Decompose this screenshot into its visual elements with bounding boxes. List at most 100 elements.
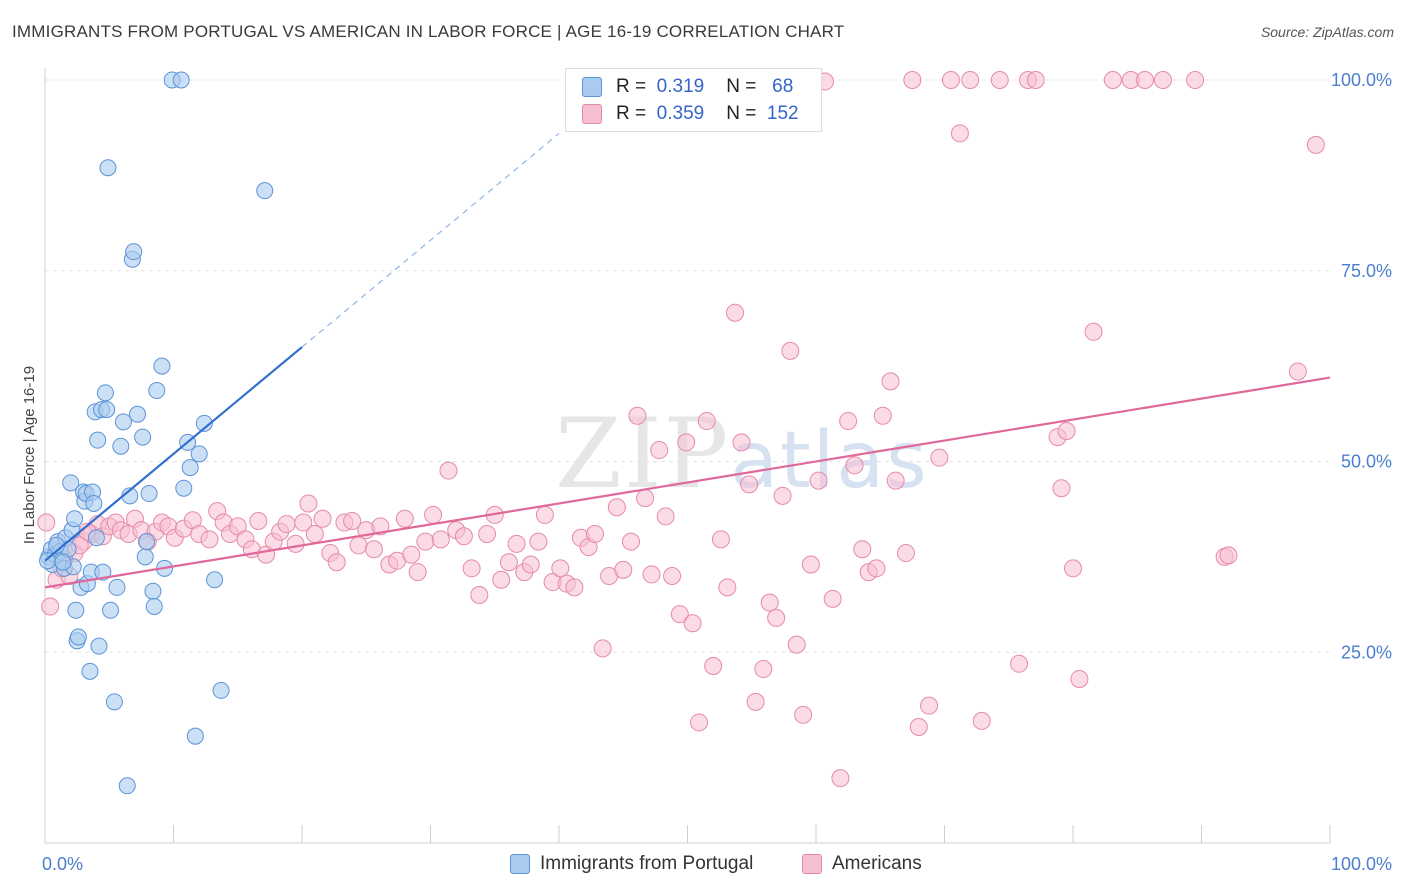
- americans-point: [781, 341, 800, 360]
- trend-lines: [44, 132, 1331, 589]
- portugal-point: [140, 485, 158, 503]
- americans-point: [628, 406, 647, 425]
- americans-point: [896, 544, 915, 563]
- americans-point: [873, 406, 892, 425]
- portugal-point: [118, 777, 136, 795]
- americans-point: [704, 656, 723, 675]
- americans-point: [593, 639, 612, 658]
- legend-americans-n-value: 152: [766, 103, 799, 124]
- americans-point: [711, 530, 730, 549]
- americans-point: [697, 412, 716, 431]
- grid-lines: [45, 79, 1330, 653]
- portugal-point: [90, 637, 108, 655]
- americans-point: [607, 498, 626, 517]
- americans-point: [364, 540, 383, 559]
- legend-portugal-r-value: 0.319: [656, 76, 705, 97]
- americans-point: [462, 559, 481, 578]
- americans-point: [585, 524, 604, 543]
- americans-point: [809, 471, 828, 490]
- portugal-point: [81, 662, 99, 680]
- americans-point: [1186, 71, 1205, 89]
- portugal-point: [206, 571, 224, 589]
- legend-row-portugal: R = 0.319 N = 68: [582, 75, 793, 99]
- portugal-trend-line: [44, 346, 303, 562]
- americans-point: [683, 614, 702, 633]
- americans-point: [754, 660, 773, 679]
- correlation-legend: R = 0.319 N = 68 R = 0.359 N = 152: [565, 68, 822, 132]
- americans-point: [650, 441, 669, 460]
- americans-point: [371, 517, 390, 536]
- americans-point: [1135, 71, 1154, 89]
- portugal-point: [112, 437, 130, 455]
- americans-point: [845, 456, 864, 475]
- bottom-legend-portugal: Immigrants from Portugal: [510, 853, 753, 875]
- americans-point: [343, 512, 362, 531]
- americans-point: [286, 534, 305, 553]
- portugal-point: [67, 601, 85, 619]
- portugal-point: [105, 693, 123, 711]
- americans-point: [823, 589, 842, 608]
- portugal-point: [62, 474, 80, 492]
- portugal-point: [144, 582, 162, 600]
- americans-point: [1103, 71, 1122, 89]
- americans-point: [408, 563, 427, 582]
- source-label: Source: ZipAtlas.com: [1260, 24, 1394, 40]
- americans-point: [470, 586, 489, 605]
- americans-point: [881, 372, 900, 391]
- americans-point: [961, 71, 980, 89]
- portugal-point: [98, 401, 116, 419]
- americans-points: [37, 71, 1325, 788]
- americans-point: [1064, 559, 1082, 578]
- americans-point: [760, 593, 779, 612]
- portugal-point: [54, 553, 72, 571]
- americans-point: [507, 534, 526, 553]
- americans-point: [402, 545, 421, 564]
- americans-point: [439, 461, 458, 480]
- americans-point: [313, 509, 332, 528]
- americans-point: [37, 513, 56, 532]
- americans-point: [1057, 421, 1076, 440]
- americans-point: [529, 532, 548, 551]
- portugal-point: [190, 445, 208, 463]
- chart-title: IMMIGRANTS FROM PORTUGAL VS AMERICAN IN …: [12, 22, 845, 41]
- portugal-point: [129, 405, 147, 423]
- americans-point: [990, 71, 1009, 89]
- americans-swatch-icon: [582, 104, 602, 124]
- portugal-point: [87, 529, 105, 547]
- americans-point: [299, 494, 318, 513]
- portugal-point: [256, 182, 274, 200]
- portugal-point: [99, 159, 117, 177]
- americans-point: [1219, 546, 1238, 565]
- portugal-point: [94, 563, 112, 581]
- americans-point: [535, 505, 554, 524]
- americans-point: [41, 597, 60, 616]
- americans-point: [424, 505, 443, 524]
- americans-point: [950, 124, 969, 143]
- americans-point: [565, 578, 584, 597]
- americans-point: [416, 532, 435, 551]
- legend-row-americans: R = 0.359 N = 152: [582, 102, 799, 126]
- americans-point: [677, 433, 696, 452]
- americans-point: [1010, 654, 1029, 673]
- portugal-swatch-icon: [582, 77, 602, 97]
- americans-point: [492, 570, 511, 589]
- americans-point: [726, 303, 745, 322]
- americans-point: [431, 530, 450, 549]
- americans-point: [886, 471, 905, 490]
- americans-point: [787, 635, 806, 654]
- americans-point: [454, 527, 473, 546]
- portugal-point: [148, 382, 166, 400]
- axes: [44, 68, 1331, 844]
- americans-point: [478, 524, 497, 543]
- americans-point: [349, 536, 368, 555]
- americans-point: [656, 507, 675, 526]
- bottom-legend-americans-label: Americans: [832, 853, 922, 874]
- americans-point: [642, 565, 661, 584]
- americans-point: [499, 553, 518, 572]
- americans-point: [941, 71, 960, 89]
- americans-point: [327, 553, 346, 572]
- americans-point: [614, 560, 633, 579]
- bottom-legend-americans: Americans: [802, 853, 922, 875]
- y-tick-label: 50.0%: [1341, 452, 1392, 472]
- americans-point: [690, 713, 709, 732]
